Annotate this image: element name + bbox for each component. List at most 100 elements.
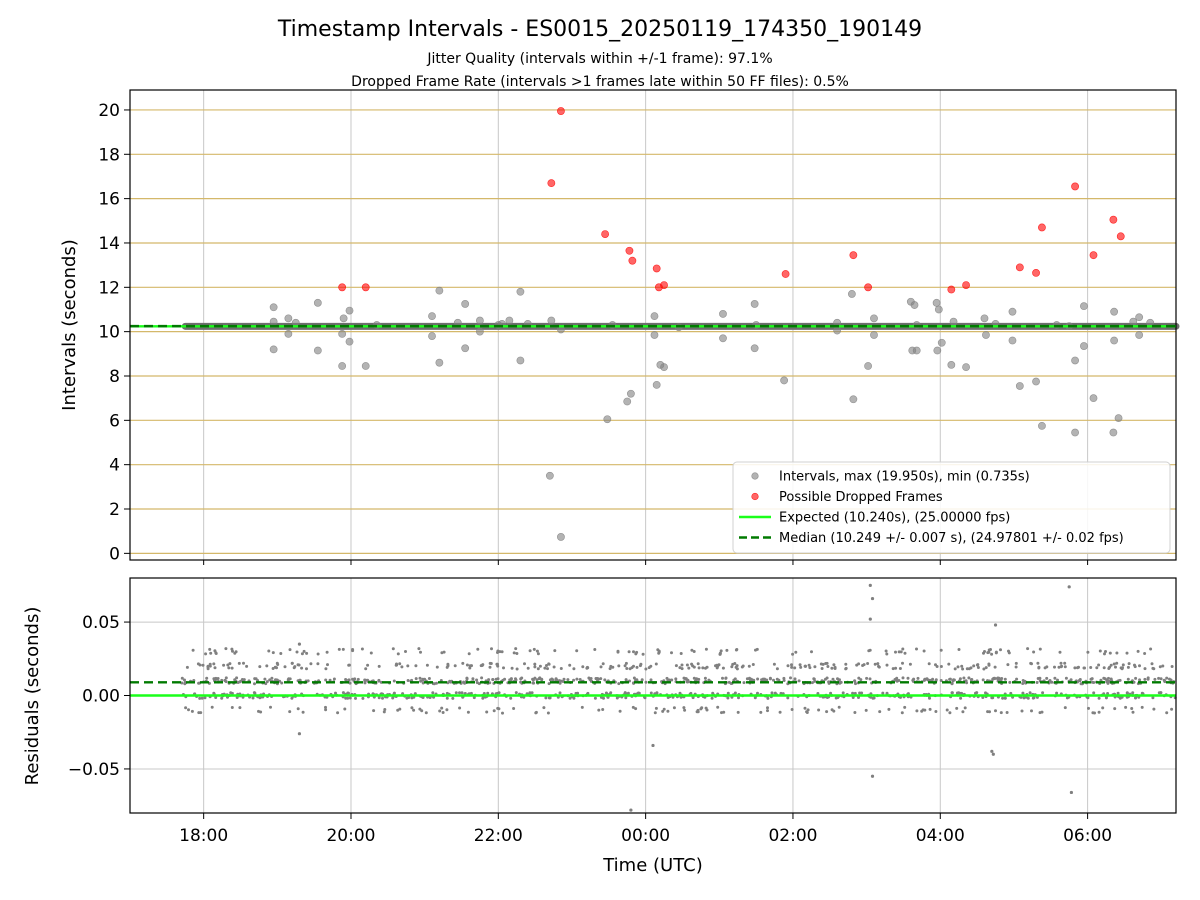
residual-point [603,678,607,682]
residual-point [496,649,500,653]
residual-point [400,665,404,669]
residual-point [533,665,537,669]
residual-point [981,678,985,682]
residual-point [1032,696,1036,700]
residual-point [406,664,410,668]
residual-point [733,677,737,681]
residual-point [558,691,562,695]
residual-point [1079,682,1083,686]
interval-point [937,338,946,347]
dropped-frame-point [962,281,970,289]
residual-point [1043,666,1047,670]
residual-point [488,665,492,669]
x-axis-tick-label: 00:00 [621,826,670,846]
interval-point [627,389,635,398]
residual-point [797,679,801,683]
legend-label-dropped: Possible Dropped Frames [779,490,943,505]
residual-point [820,667,824,670]
residual-point [653,711,657,715]
residual-point [369,651,373,655]
residual-point [736,710,740,714]
residual-point [198,663,202,667]
interval-point [428,312,436,321]
residual-point [1134,676,1138,680]
residual-point [609,664,613,668]
residual-point [208,647,212,651]
residual-point [989,648,992,651]
residual-point [864,708,868,712]
residual-point [575,677,579,681]
residual-point [305,651,309,655]
residual-point [690,648,694,652]
interval-point [750,344,759,353]
legend-marker-intervals [751,472,759,480]
residual-point [824,677,827,681]
residual-point [999,648,1002,652]
residual-point [853,691,857,695]
interval-point [361,362,370,370]
residual-point [700,706,704,710]
residual-point [316,652,320,656]
residual-point [742,681,746,685]
interval-point [870,331,878,339]
residual-point [1115,651,1119,655]
residual-point [745,677,749,681]
residual-point [927,662,931,666]
residual-point [391,647,395,651]
residual-point [486,691,490,695]
residual-point [701,666,705,670]
intervals-y-tick-label: 2 [109,500,120,520]
residual-point [751,663,755,666]
x-axis-label: Time (UTC) [602,855,703,876]
residual-point [721,666,725,670]
residual-point [1060,664,1064,668]
residual-point [775,667,779,671]
interval-point [1032,377,1040,386]
residual-point [446,681,450,685]
residual-point [372,709,376,713]
residual-point [972,664,976,668]
residual-point [336,711,340,715]
residual-point [865,676,869,680]
residual-point [510,666,514,670]
residual-point [1014,665,1018,669]
residual-point [789,676,792,680]
interval-point [603,415,612,424]
residual-point [735,664,739,668]
residual-point [562,677,566,681]
residual-point [1073,666,1077,670]
residual-point [731,662,735,666]
residual-point [1107,679,1111,683]
residual-point [898,667,902,670]
residual-point [559,667,563,670]
interval-point [1008,307,1017,316]
residual-point [274,678,277,682]
residual-point [1006,663,1010,667]
residual-point [253,677,257,681]
residual-point [1021,682,1025,685]
residual-point [960,664,964,668]
residual-point [224,676,228,680]
residual-point [597,708,601,712]
residual-point [230,706,234,709]
interval-point [933,346,942,355]
residual-point [463,681,467,685]
residual-point [212,691,216,695]
residual-point [515,652,519,655]
residual-point [901,676,905,680]
dropped-frame-point [1071,182,1079,191]
residual-point [360,647,364,651]
intervals-legend: Intervals, max (19.950s), min (0.735s) Po… [732,461,1171,554]
residual-point [496,691,499,695]
residual-point [295,650,299,654]
residual-point [1076,666,1079,670]
residual-outlier-point [629,808,633,812]
residual-point [1120,667,1124,671]
residual-point [782,679,786,682]
residual-point [1056,678,1059,682]
interval-point [269,303,278,312]
residual-point [458,691,461,695]
residual-point [535,649,539,653]
residual-point [337,647,341,651]
residual-point [236,681,240,684]
